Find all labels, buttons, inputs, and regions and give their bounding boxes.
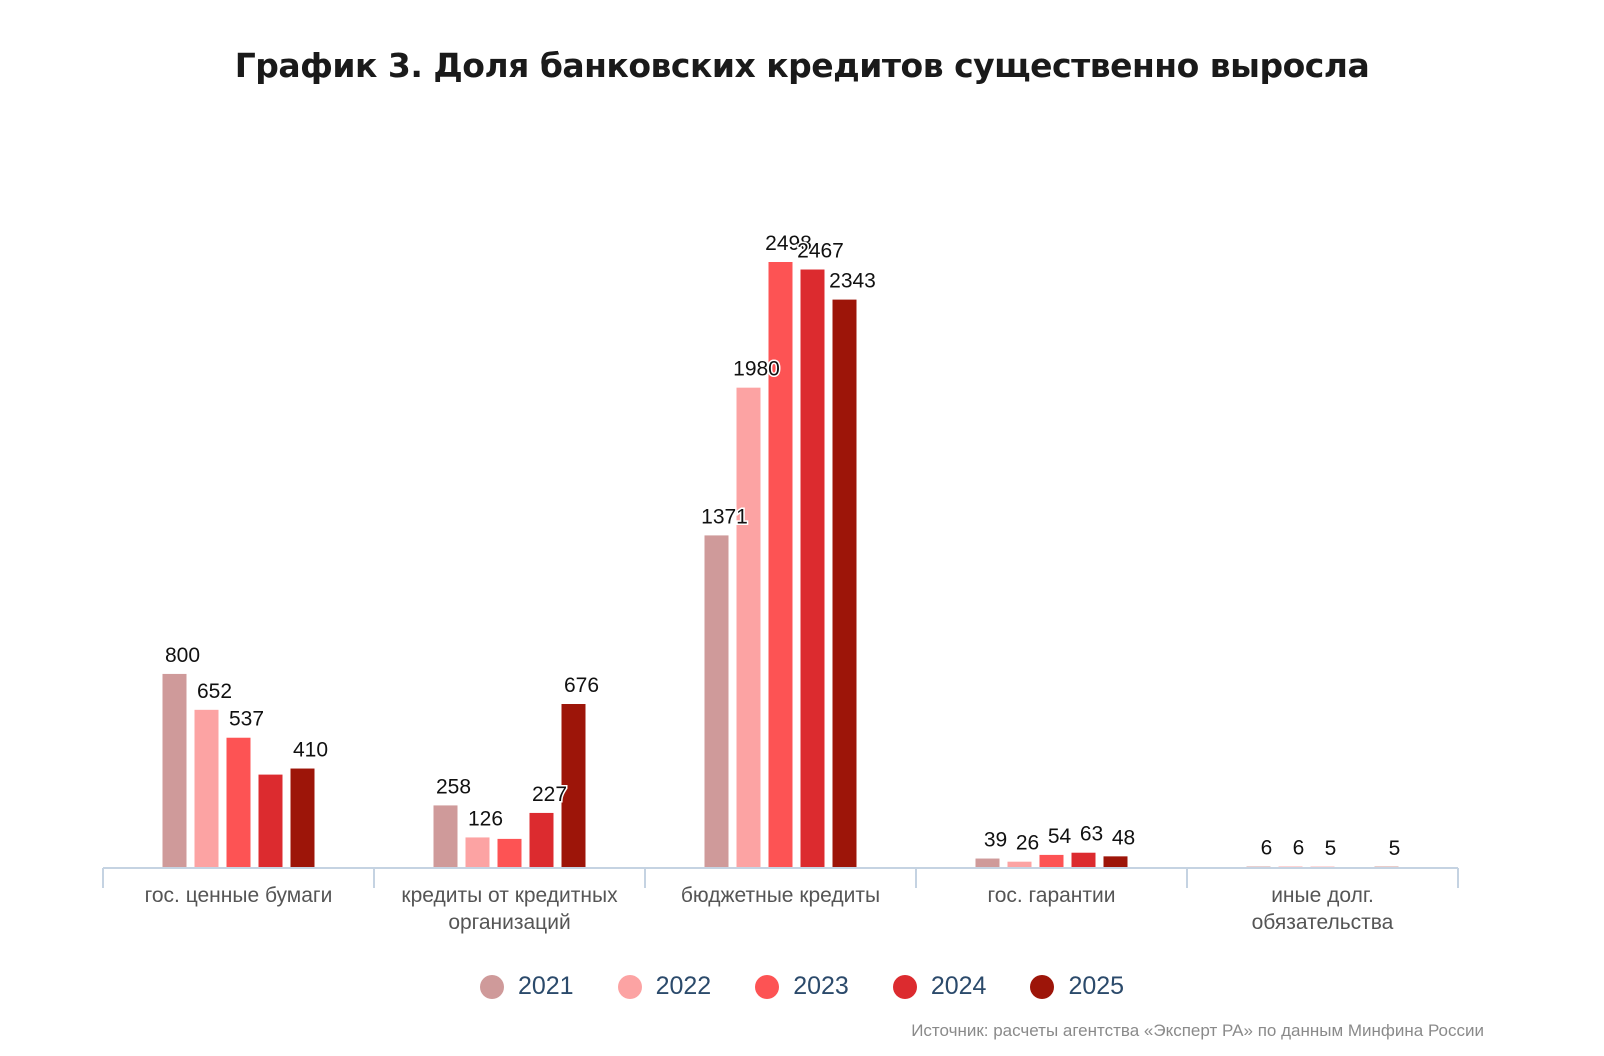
bar-2025-3 (1103, 856, 1128, 868)
data-label: 63 (1080, 823, 1103, 846)
data-label: 676 (564, 674, 599, 697)
x-axis (102, 867, 1459, 888)
data-label: 6 (1261, 837, 1273, 860)
bar-2023-0 (226, 737, 251, 868)
legend: 2021 2022 2023 2024 2025 (0, 972, 1604, 1001)
category-labels-layer: гос. ценные бумаги кредиты от кредитных ор… (145, 884, 1394, 934)
bar-2022-1 (465, 837, 490, 868)
bar-2021-3 (975, 858, 1000, 868)
bar-2022-2 (736, 387, 761, 868)
bar-2021-0 (162, 673, 187, 868)
legend-swatch (617, 974, 642, 999)
category-label: гос. гарантии (988, 884, 1116, 907)
bar-2023-2 (768, 262, 793, 868)
category-label: гос. ценные бумаги (145, 884, 333, 907)
category-label: организаций (448, 911, 570, 934)
bar-2024-2 (800, 269, 825, 869)
source-note: Источник: расчеты агентства «Эксперт РА»… (911, 1021, 1484, 1040)
bar-2023-1 (497, 838, 522, 868)
category-label: обязательства (1252, 911, 1394, 934)
bar-2022-0 (194, 709, 219, 868)
bar-2025-1 (561, 704, 586, 868)
bar-2021-2 (704, 535, 729, 868)
legend-label: 2023 (793, 972, 849, 1000)
legend-swatch (755, 974, 780, 999)
bar-2022-3 (1007, 861, 1032, 868)
data-label: 410 (293, 739, 328, 762)
legend-label: 2024 (930, 972, 987, 1000)
category-label: бюджетные кредиты (681, 884, 880, 907)
data-label: 48 (1112, 826, 1135, 849)
bars-layer (162, 262, 1399, 869)
legend-swatch (892, 974, 917, 999)
bar-2025-2 (832, 299, 857, 869)
data-label: 1980 (733, 358, 780, 381)
data-label: 537 (229, 708, 264, 731)
data-label: 258 (436, 775, 471, 798)
bar-2025-0 (290, 768, 315, 868)
data-label: 800 (165, 644, 200, 667)
legend-swatch (479, 974, 504, 999)
legend-item-2025: 2025 (1030, 972, 1124, 1001)
data-label: 652 (197, 680, 232, 703)
data-label: 5 (1389, 837, 1401, 860)
bar-2024-0 (258, 774, 283, 868)
data-label: 126 (468, 807, 503, 830)
category-label: иные долг. (1271, 884, 1374, 907)
bar-2021-1 (433, 805, 458, 868)
data-label: 5 (1325, 837, 1337, 860)
data-label: 1371 (701, 505, 748, 528)
data-label: 26 (1016, 832, 1039, 855)
legend-item-2023: 2023 (755, 972, 849, 1001)
legend-item-2024: 2024 (892, 972, 987, 1001)
data-label: 6 (1293, 837, 1305, 860)
legend-item-2021: 2021 (479, 972, 574, 1001)
chart-title: График 3. Доля банковских кредитов сущес… (234, 46, 1370, 85)
bar-2024-1 (529, 812, 554, 868)
category-label: кредиты от кредитных (401, 884, 618, 907)
data-label: 39 (984, 829, 1007, 852)
legend-swatch (1030, 974, 1055, 999)
legend-item-2022: 2022 (617, 972, 712, 1001)
bar-2023-3 (1039, 854, 1064, 868)
bar-2024-3 (1071, 852, 1096, 868)
legend-label: 2025 (1068, 972, 1125, 1000)
legend-label: 2022 (655, 972, 712, 1000)
data-label: 2498 (765, 232, 812, 255)
data-label: 2467 (797, 240, 844, 263)
value-labels-layer: 800 652 537 410 258 126 227 676 1371 1980 24982467… (163, 231, 1401, 862)
data-label: 54 (1048, 825, 1072, 848)
legend-label: 2021 (517, 972, 574, 1000)
data-label: 227 (532, 783, 567, 806)
data-label: 2343 (829, 270, 876, 293)
